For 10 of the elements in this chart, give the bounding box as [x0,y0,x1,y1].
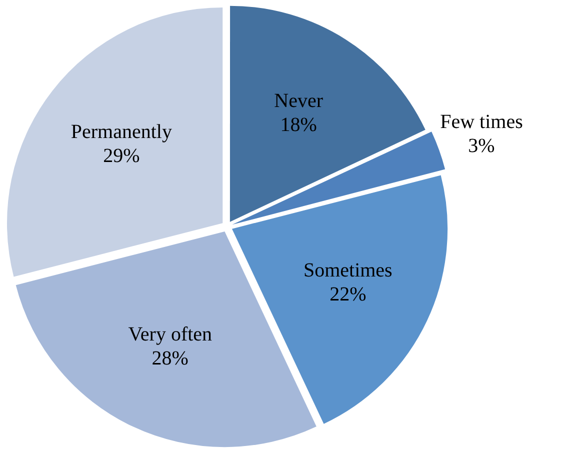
slice-label: Few times [440,111,524,134]
slice-label: Never [274,90,324,112]
slice-label: Permanently [70,120,172,143]
slice-label: Very often [128,324,212,346]
data-label: 29% [103,144,140,167]
data-label: 3% [468,135,495,158]
data-label: 28% [152,348,188,370]
data-label: 22% [330,284,366,306]
data-label: 18% [280,114,317,136]
slice-label: Sometimes [303,260,393,282]
